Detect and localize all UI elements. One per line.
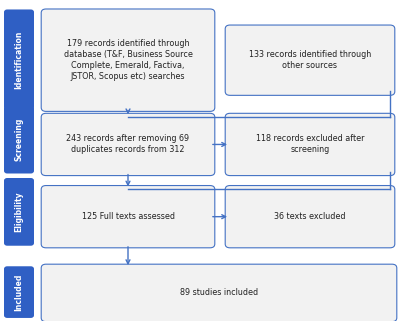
Text: 89 studies included: 89 studies included <box>180 288 258 298</box>
Text: 118 records excluded after
screening: 118 records excluded after screening <box>256 134 364 154</box>
Text: 133 records identified through
other sources: 133 records identified through other sou… <box>249 50 371 70</box>
FancyBboxPatch shape <box>41 186 215 248</box>
FancyBboxPatch shape <box>4 178 34 246</box>
FancyBboxPatch shape <box>4 266 34 318</box>
Text: Identification: Identification <box>14 30 24 89</box>
FancyBboxPatch shape <box>41 9 215 111</box>
Text: 36 texts excluded: 36 texts excluded <box>274 212 346 221</box>
Text: 125 Full texts assessed: 125 Full texts assessed <box>82 212 174 221</box>
Text: Included: Included <box>14 273 24 311</box>
FancyBboxPatch shape <box>4 106 34 174</box>
FancyBboxPatch shape <box>225 113 395 176</box>
FancyBboxPatch shape <box>41 264 397 321</box>
Text: Eligibility: Eligibility <box>14 192 24 232</box>
FancyBboxPatch shape <box>225 186 395 248</box>
FancyBboxPatch shape <box>225 25 395 95</box>
Text: 179 records identified through
database (T&F, Business Source
Complete, Emerald,: 179 records identified through database … <box>64 39 192 81</box>
Text: Screening: Screening <box>14 118 24 161</box>
Text: 243 records after removing 69
duplicates records from 312: 243 records after removing 69 duplicates… <box>66 134 190 154</box>
FancyBboxPatch shape <box>4 10 34 109</box>
FancyBboxPatch shape <box>41 113 215 176</box>
